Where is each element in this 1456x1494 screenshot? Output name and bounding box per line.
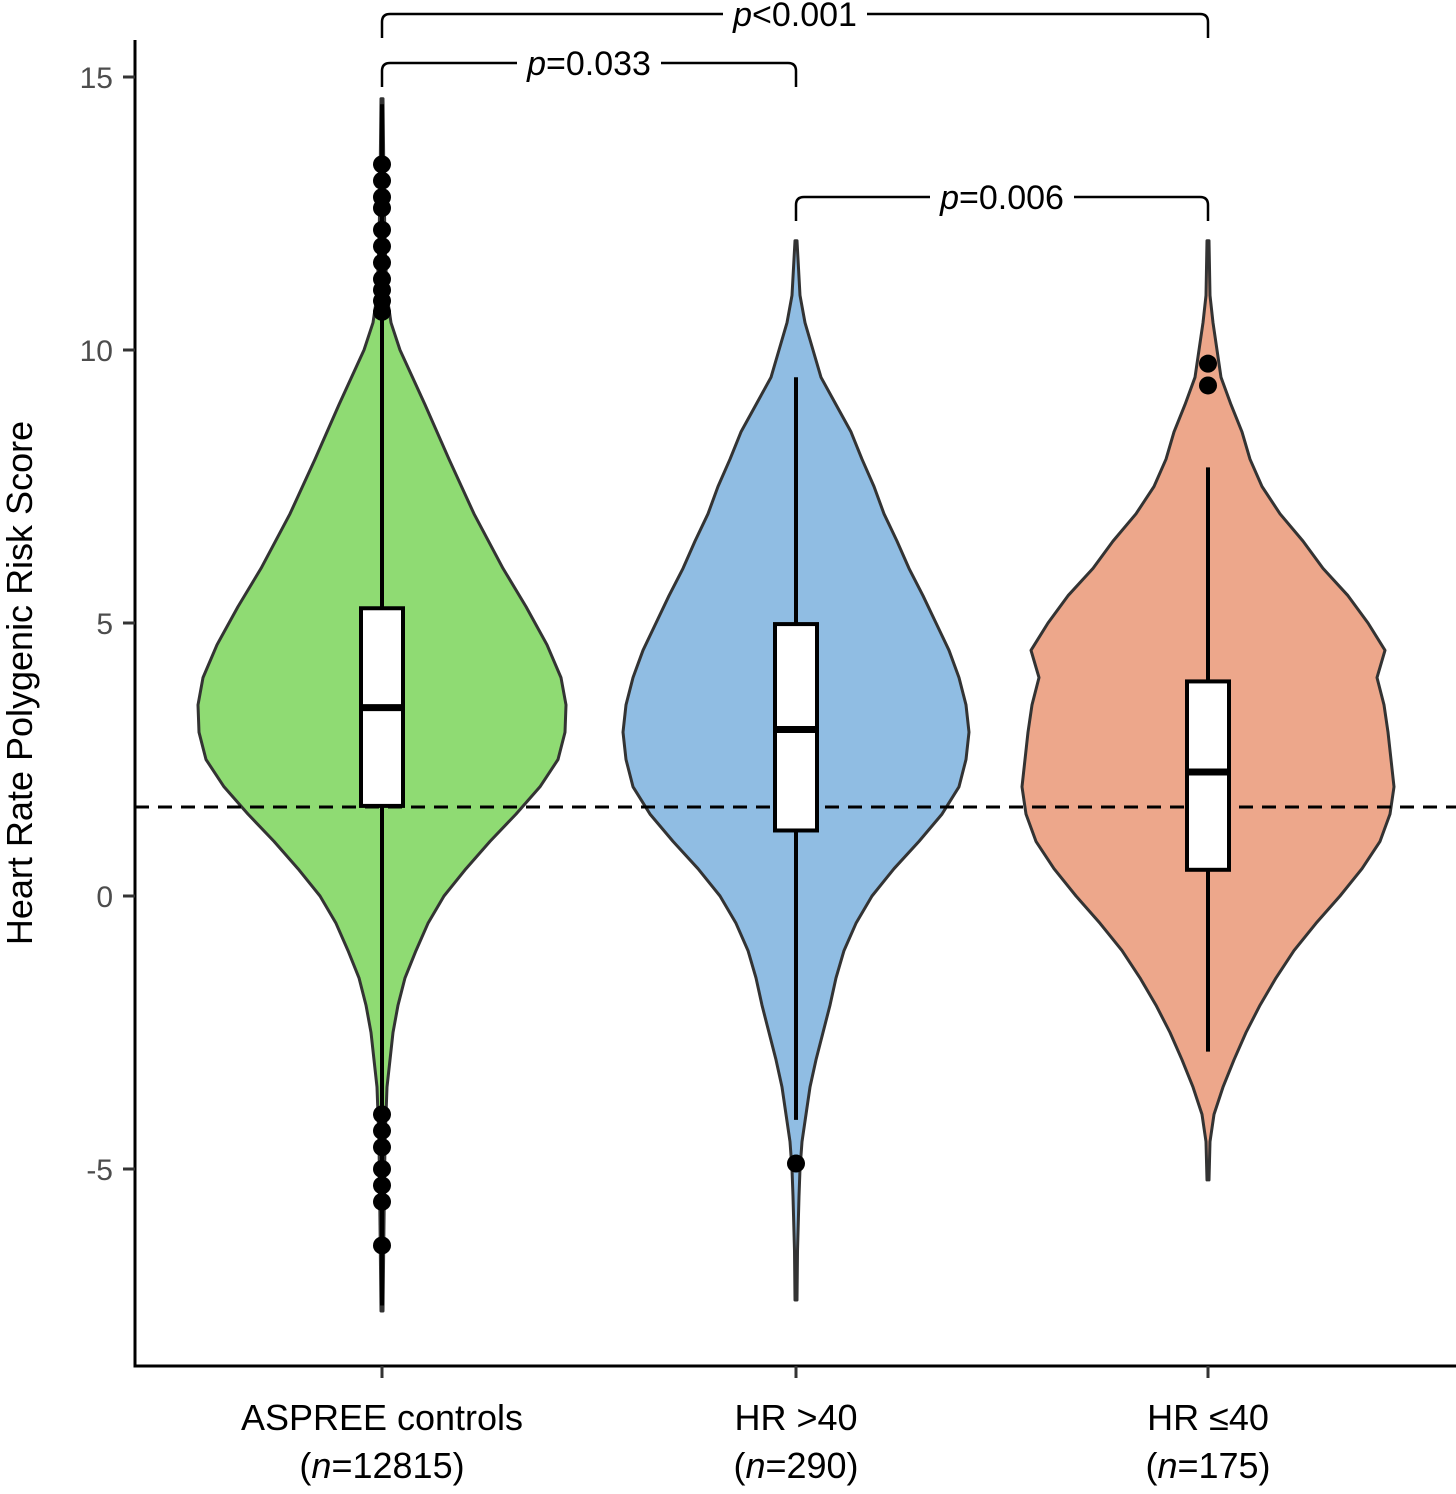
axes-layer: 15 10 5 0 -5 ASPREE controls (n=12815) HR >40 (n…	[0, 40, 1456, 1486]
outlier-point-2-0	[1199, 354, 1217, 373]
outlier-point-0-6	[373, 253, 391, 272]
outlier-point-0-5	[373, 237, 391, 256]
outlier-point-0-1	[373, 171, 391, 190]
outlier-point-0-11	[373, 1105, 391, 1124]
p-value-label-1: p=0.033	[526, 45, 651, 83]
x-category-n-label-1: (n=290)	[733, 1445, 858, 1486]
significance-bracket-0	[380, 12, 1210, 38]
x-category-label-2: HR ≤40	[1147, 1397, 1269, 1438]
significance-brackets-layer: p<0.001 p=0.033 p=0.006	[380, 0, 1210, 221]
x-category-n-label-0: (n=12815)	[299, 1445, 464, 1486]
outlier-point-1-0	[787, 1154, 805, 1173]
outlier-point-0-17	[373, 1236, 391, 1255]
boxplots-layer	[359, 104, 1231, 1306]
outlier-point-0-16	[373, 1192, 391, 1211]
y-tick-label-2: 5	[96, 608, 113, 641]
x-category-label-1: HR >40	[734, 1397, 857, 1438]
outlier-point-0-4	[373, 220, 391, 239]
outlier-point-0-15	[373, 1176, 391, 1195]
outlier-point-0-10	[373, 302, 391, 321]
box-2	[1185, 679, 1231, 872]
y-tick-label-0: 15	[80, 62, 113, 95]
y-axis-title: Heart Rate Polygenic Risk Score	[0, 421, 40, 945]
significance-bracket-2	[794, 195, 1210, 221]
significance-bracket-1	[380, 61, 798, 87]
y-tick-label-1: 10	[80, 335, 113, 368]
outlier-point-0-3	[373, 199, 391, 218]
y-tick-label-4: -5	[86, 1154, 113, 1187]
outlier-point-2-1	[1199, 376, 1217, 395]
x-category-n-label-2: (n=175)	[1145, 1445, 1270, 1486]
outlier-point-0-12	[373, 1121, 391, 1140]
outlier-point-0-14	[373, 1160, 391, 1178]
x-category-label-0: ASPREE controls	[241, 1397, 523, 1438]
outlier-point-0-13	[373, 1138, 391, 1157]
p-value-label-0: p<0.001	[732, 0, 857, 34]
p-value-label-2: p=0.006	[939, 179, 1064, 217]
outlier-point-0-0	[373, 155, 391, 174]
y-tick-label-3: 0	[96, 881, 113, 914]
